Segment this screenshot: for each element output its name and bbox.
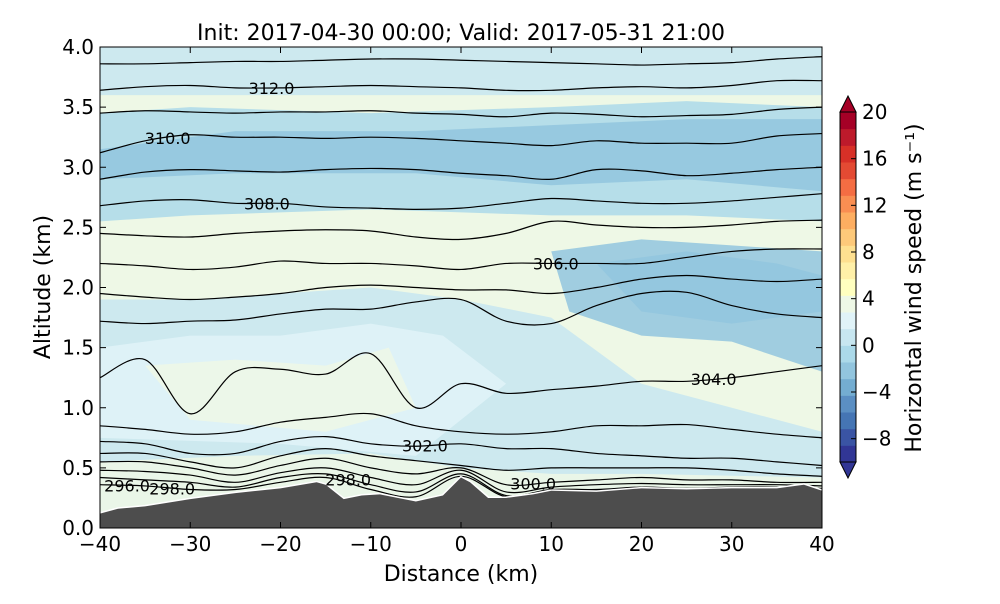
colorbar-bin [840,278,856,296]
contour-line [100,248,822,271]
y-tick-label: 1.5 [62,336,94,360]
x-tick-label: 20 [629,532,654,556]
x-tick-label: 10 [539,532,564,556]
y-tick-label: 2.5 [62,215,94,239]
contour-label: 306.0 [533,254,579,273]
y-tick-label: 3.0 [62,155,94,179]
colorbar-bin [840,362,856,380]
colorbar-tick-label: 16 [862,147,887,171]
chart-title: Init: 2017-04-30 00:00; Valid: 2017-05-3… [197,21,725,46]
colorbar-max-extend [839,94,857,113]
colorbar-min-extend [839,461,857,480]
y-tick-label: 4.0 [62,35,94,59]
x-tick-label: −30 [169,532,211,556]
contour-line [100,166,822,181]
contour-label: 298.0 [325,470,371,489]
colorbar-tick-label: −4 [862,380,891,404]
potential-temperature-contours [100,56,822,498]
contour-line [100,274,822,301]
x-tick-label: 40 [809,532,834,556]
contour-label: 312.0 [249,79,295,98]
x-tick-label: 30 [719,532,744,556]
plot-area [100,47,822,528]
contour-line [100,448,822,477]
y-tick-label: 2.0 [62,276,94,300]
contour-line [100,457,822,487]
colorbar-bin [840,212,856,230]
y-tick-label: 0.0 [62,516,94,540]
x-tick-label: −10 [350,532,392,556]
contour-line [100,132,822,154]
colorbar-bin [840,128,856,146]
y-tick-label: 0.5 [62,456,94,480]
colorbar-bin [840,262,856,280]
contour-label: 298.0 [149,479,195,498]
contour-label: 302.0 [402,437,448,456]
contour-line [100,193,822,210]
colorbar-bin [840,445,856,463]
colorbar-tick-label: 12 [862,193,887,217]
colorbar-tick-label: 4 [862,287,875,311]
x-axis-label: Distance (km) [384,562,539,587]
terrain [100,475,822,528]
colorbar-bin [840,345,856,363]
colorbar-bin [840,195,856,213]
colorbar-tick-label: −8 [862,427,891,451]
colorbar: −8 −4 0 4 8 12 16 20 [839,94,891,480]
x-tick-label: −40 [79,532,121,556]
wind-speed-region [596,251,822,324]
contour-label: 308.0 [244,194,290,213]
y-tick-label: 3.5 [62,95,94,119]
colorbar-tick-label: 20 [862,100,887,124]
contour-label: 300.0 [510,474,556,493]
y-axis: 0.0 0.5 1.0 1.5 2.0 2.5 3.0 3.5 4.0 [62,35,822,540]
colorbar-bin [840,145,856,163]
contour-line [100,352,822,415]
contour-line [100,290,822,326]
colorbar-frame [839,111,857,463]
y-axis-label: Altitude (km) [31,215,56,359]
contour-line [100,467,822,494]
contour-line [100,219,822,241]
contour-label: 296.0 [104,476,150,495]
x-axis: −40 −30 −20 −10 0 10 20 30 40 [79,47,835,556]
colorbar-bin [840,328,856,346]
contour-labels: 312.0 310.0 308.0 306.0 304.0 302.0 300.0 298.0… [104,79,736,498]
colorbar-bin [840,412,856,430]
wind-speed-region [145,347,416,432]
colorbar-bin [840,428,856,446]
x-tick-label: 0 [455,532,468,556]
x-tick-label: −20 [259,532,301,556]
contour-line [100,106,822,118]
terrain-fill [100,477,822,528]
contour-line [100,79,822,92]
colorbar-bin [840,312,856,330]
colorbar-label: Horizontal wind speed (m s⁻¹) [902,123,927,452]
colorbar-bin [840,228,856,246]
colorbar-bin [840,112,856,130]
colorbar-bin [840,378,856,396]
colorbar-bin [840,395,856,413]
colorbar-bin [840,295,856,313]
wind-speed-region [100,47,822,96]
contour-line [100,412,822,439]
contour-line [100,435,822,467]
colorbar-tick-label: 8 [862,240,875,264]
colorbar-bin [840,178,856,196]
contour-label: 310.0 [145,129,191,148]
contour-label: 304.0 [691,370,737,389]
colorbar-bin [840,162,856,180]
colorbar-bin [840,245,856,263]
y-tick-label: 1.0 [62,396,94,420]
colorbar-tick-label: 0 [862,333,875,357]
contour-line [100,56,822,66]
